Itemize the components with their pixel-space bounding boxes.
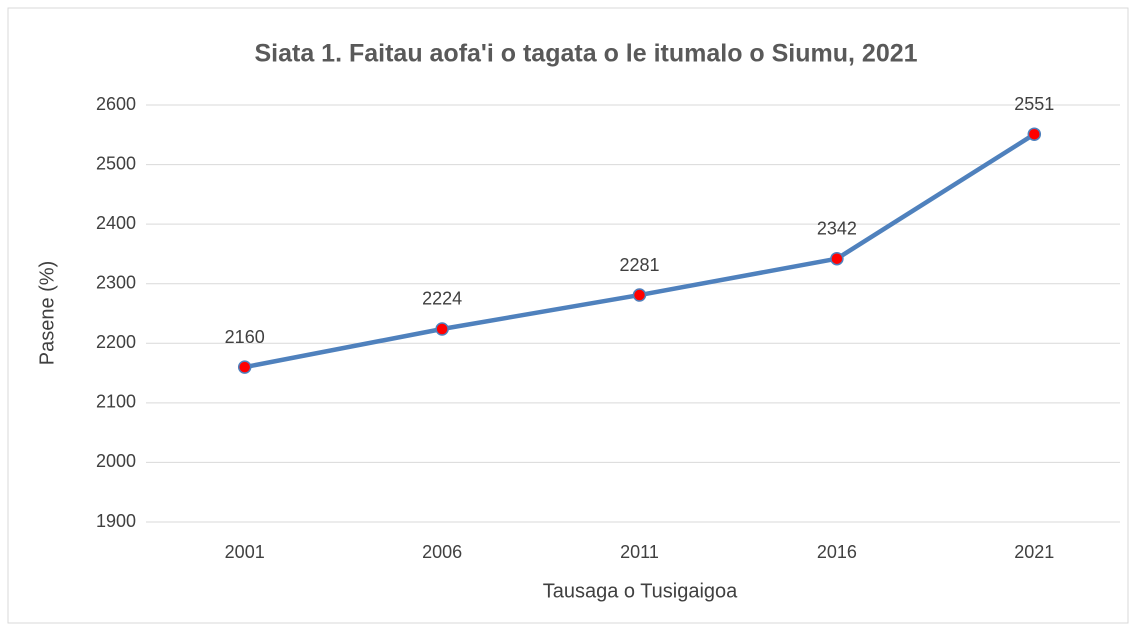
data-point [237,360,252,374]
y-tick-label: 2100 [96,392,136,412]
x-tick-label: 2016 [817,542,857,562]
x-tick-label: 2011 [620,542,659,562]
data-label: 2342 [817,218,857,238]
x-tick-label: 2021 [1014,542,1054,562]
data-label: 2551 [1014,94,1054,114]
data-point [632,288,647,302]
x-tick-label: 2001 [225,542,265,562]
y-axis-label: Pasene (%) [36,261,58,366]
y-tick-label: 2300 [96,272,136,292]
x-tick-label: 2006 [422,542,462,562]
y-tick-label: 2500 [96,153,136,173]
data-point [830,251,844,266]
data-point [435,322,449,336]
data-label: 2160 [225,327,265,347]
y-tick-label: 2600 [96,94,136,114]
data-label: 2224 [422,289,462,309]
data-point [1027,127,1042,141]
y-tick-label: 1900 [96,511,136,531]
y-tick-label: 2000 [96,451,136,471]
y-tick-label: 2200 [96,332,136,352]
chart-border [7,7,1129,624]
y-tick-label: 2400 [96,213,136,233]
chart-title: Siata 1. Faitau aofa'i o tagata o le itu… [254,40,917,68]
data-label: 2281 [619,255,659,275]
x-axis-label: Tausaga o Tusigaigoa [543,580,738,602]
